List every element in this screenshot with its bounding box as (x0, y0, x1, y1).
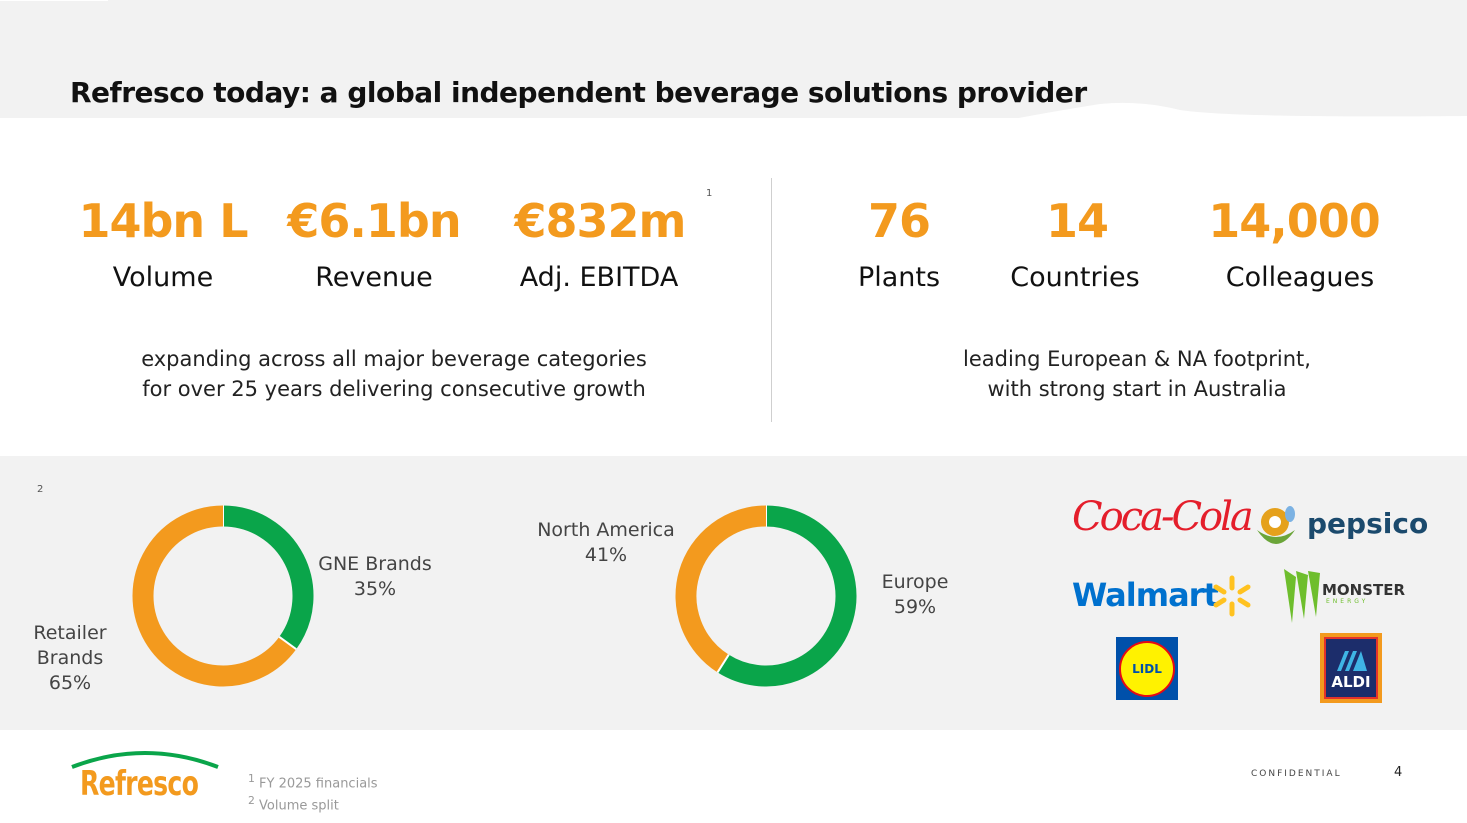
kpi-volume-value: 14bn L (78, 194, 248, 248)
walmart-logo: Walmart (1072, 576, 1219, 614)
donut-slice-retailer-brands (132, 505, 297, 687)
kpi-plants-value: 76 (867, 194, 931, 248)
donut-slice-north-america (675, 505, 767, 673)
slice-value: 35% (353, 578, 397, 600)
footnotes: 1 FY 2025 financials 2 Volume split (248, 770, 378, 815)
slice-label-europe: Europe 59% (865, 570, 965, 620)
aldi-logo: ALDI (1320, 633, 1382, 703)
description-left: expanding across all major beverage cate… (94, 344, 694, 404)
donut-slice-gne-brands (222, 505, 314, 650)
walmart-spark-icon (1210, 574, 1254, 622)
header-band (0, 0, 1467, 140)
slice-label-gne: GNE Brands 35% (300, 552, 450, 602)
footnote-1: 1 FY 2025 financials (248, 772, 378, 792)
kpi-countries-value: 14 (1045, 194, 1109, 248)
slice-separator (716, 654, 730, 673)
kpi-revenue-label: Revenue (315, 262, 433, 293)
desc-line: with strong start in Australia (987, 377, 1287, 401)
desc-line: expanding across all major beverage cate… (141, 347, 647, 371)
slice-label-retailer: Retailer Brands 65% (10, 621, 130, 696)
kpi-ebitda-value: €832m (514, 194, 687, 248)
description-right: leading European & NA footprint, with str… (837, 344, 1437, 404)
kpi-ebitda-label: Adj. EBITDA (519, 262, 679, 293)
slice-name: North America (537, 519, 675, 541)
footnote-2: 2 Volume split (248, 794, 339, 814)
donut-slice-europe (717, 505, 857, 687)
slice-name: Europe (881, 571, 949, 593)
divider (771, 178, 772, 422)
kpi-volume-label: Volume (112, 262, 214, 293)
kpi-colleagues-label: Colleagues (1225, 262, 1375, 293)
slice-separator (278, 636, 297, 651)
desc-line: for over 25 years delivering consecutive… (142, 377, 646, 401)
chart-footnote-marker: 2 (37, 484, 44, 495)
slice-name: Retailer Brands (33, 622, 107, 669)
slice-label-north-america: North America 41% (526, 518, 686, 568)
confidential-label: CONFIDENTIAL (1251, 769, 1342, 779)
kpi-countries-label: Countries (1010, 262, 1140, 293)
pepsico-logo: pepsico (1307, 507, 1429, 540)
aldi-text: ALDI (1331, 673, 1371, 691)
kpi-revenue-value: €6.1bn (287, 194, 461, 248)
slice-value: 65% (48, 672, 92, 694)
page-number: 4 (1394, 765, 1403, 780)
kpi-colleagues-value: 14,000 (1208, 194, 1381, 248)
monster-logo: MONSTER ENERGY (1282, 567, 1412, 629)
svg-text:ENERGY: ENERGY (1326, 598, 1368, 605)
lidl-text: LIDL (1119, 640, 1175, 697)
desc-line: leading European & NA footprint, (963, 347, 1311, 371)
aldi-stripes-icon (1337, 651, 1367, 671)
lidl-logo: LIDL (1116, 637, 1178, 700)
slice-value: 41% (584, 544, 628, 566)
pepsico-icon (1253, 500, 1299, 550)
footnote-marker: 1 (706, 188, 713, 199)
page-title: Refresco today: a global independent bev… (70, 76, 1087, 109)
refresco-logo-arc (70, 747, 220, 775)
donut-charts (132, 505, 857, 687)
svg-text:MONSTER: MONSTER (1322, 581, 1406, 599)
coca-cola-logo: Coca-Cola (1072, 494, 1254, 540)
kpi-plants-label: Plants (857, 262, 941, 293)
refresco-logo: Refresco (80, 764, 199, 804)
slice-name: GNE Brands (318, 553, 432, 575)
slice-value: 59% (893, 596, 937, 618)
